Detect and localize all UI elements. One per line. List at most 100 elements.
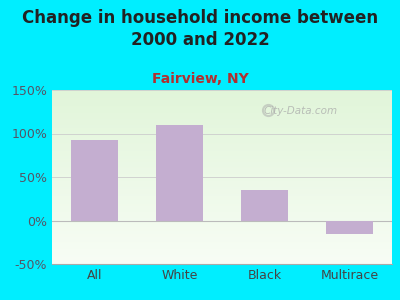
Bar bbox=[52, 124, 392, 125]
Text: City-Data.com: City-Data.com bbox=[263, 106, 337, 116]
Bar bbox=[52, 158, 392, 159]
Bar bbox=[52, 91, 392, 92]
Bar bbox=[52, 260, 392, 261]
Bar bbox=[52, 130, 392, 131]
Bar bbox=[52, 234, 392, 235]
Bar bbox=[52, 243, 392, 244]
Bar bbox=[52, 227, 392, 228]
Bar bbox=[52, 102, 392, 103]
Bar bbox=[52, 135, 392, 136]
Bar bbox=[52, 152, 392, 153]
Bar bbox=[52, 116, 392, 117]
Bar bbox=[52, 170, 392, 171]
Bar bbox=[52, 189, 392, 190]
Bar bbox=[52, 155, 392, 156]
Bar bbox=[52, 183, 392, 184]
Bar bbox=[52, 128, 392, 129]
Bar bbox=[52, 196, 392, 197]
Bar bbox=[52, 244, 392, 245]
Bar bbox=[52, 164, 392, 165]
Bar bbox=[52, 200, 392, 201]
Bar bbox=[52, 140, 392, 141]
Bar bbox=[52, 127, 392, 128]
Bar bbox=[52, 231, 392, 232]
Bar bbox=[52, 169, 392, 170]
Bar bbox=[52, 108, 392, 109]
Bar bbox=[52, 160, 392, 161]
Bar bbox=[52, 190, 392, 191]
Bar bbox=[52, 233, 392, 234]
Bar bbox=[52, 113, 392, 114]
Bar bbox=[52, 187, 392, 188]
Bar bbox=[52, 146, 392, 147]
Bar bbox=[52, 253, 392, 254]
Bar bbox=[52, 181, 392, 182]
Bar bbox=[52, 223, 392, 224]
Bar bbox=[52, 211, 392, 212]
Bar bbox=[52, 178, 392, 179]
Bar bbox=[52, 193, 392, 194]
Bar bbox=[52, 256, 392, 257]
Bar bbox=[52, 167, 392, 168]
Bar bbox=[52, 142, 392, 143]
Bar bbox=[52, 122, 392, 123]
Bar bbox=[52, 136, 392, 137]
Bar bbox=[52, 176, 392, 177]
Bar bbox=[52, 229, 392, 230]
Bar bbox=[52, 259, 392, 260]
Bar bbox=[52, 111, 392, 112]
Bar bbox=[52, 132, 392, 133]
Text: Change in household income between
2000 and 2022: Change in household income between 2000 … bbox=[22, 9, 378, 49]
Bar bbox=[52, 151, 392, 152]
Bar bbox=[52, 97, 392, 98]
Bar bbox=[52, 110, 392, 111]
Bar bbox=[52, 226, 392, 227]
Bar bbox=[52, 237, 392, 238]
Bar bbox=[52, 107, 392, 108]
Bar bbox=[52, 141, 392, 142]
Bar bbox=[52, 242, 392, 243]
Bar bbox=[52, 166, 392, 167]
Bar bbox=[52, 199, 392, 200]
Bar bbox=[52, 90, 392, 91]
Bar bbox=[52, 179, 392, 180]
Bar bbox=[52, 172, 392, 173]
Bar bbox=[52, 257, 392, 258]
Bar bbox=[52, 246, 392, 247]
Bar bbox=[52, 247, 392, 248]
Bar bbox=[52, 192, 392, 193]
Bar bbox=[52, 255, 392, 256]
Bar bbox=[52, 118, 392, 119]
Bar bbox=[52, 239, 392, 240]
Bar bbox=[52, 99, 392, 100]
Bar bbox=[156, 125, 203, 220]
Bar bbox=[52, 252, 392, 253]
Bar bbox=[52, 115, 392, 116]
Bar bbox=[52, 224, 392, 225]
Bar bbox=[52, 119, 392, 120]
Bar bbox=[52, 154, 392, 155]
Bar bbox=[52, 185, 392, 186]
Bar bbox=[52, 251, 392, 252]
Bar bbox=[52, 159, 392, 160]
Bar bbox=[52, 263, 392, 264]
Bar bbox=[52, 162, 392, 163]
Bar bbox=[52, 235, 392, 236]
Bar bbox=[52, 129, 392, 130]
Bar bbox=[52, 214, 392, 215]
Bar bbox=[52, 221, 392, 222]
Bar bbox=[52, 191, 392, 192]
Bar bbox=[52, 145, 392, 146]
Bar bbox=[52, 240, 392, 241]
Bar bbox=[52, 103, 392, 104]
Bar bbox=[52, 250, 392, 251]
Bar bbox=[52, 126, 392, 127]
Bar bbox=[52, 100, 392, 101]
Bar bbox=[52, 96, 392, 97]
Bar bbox=[52, 216, 392, 217]
Bar bbox=[52, 175, 392, 176]
Bar bbox=[52, 197, 392, 198]
Bar bbox=[52, 249, 392, 250]
Bar bbox=[52, 261, 392, 262]
Bar bbox=[52, 228, 392, 229]
